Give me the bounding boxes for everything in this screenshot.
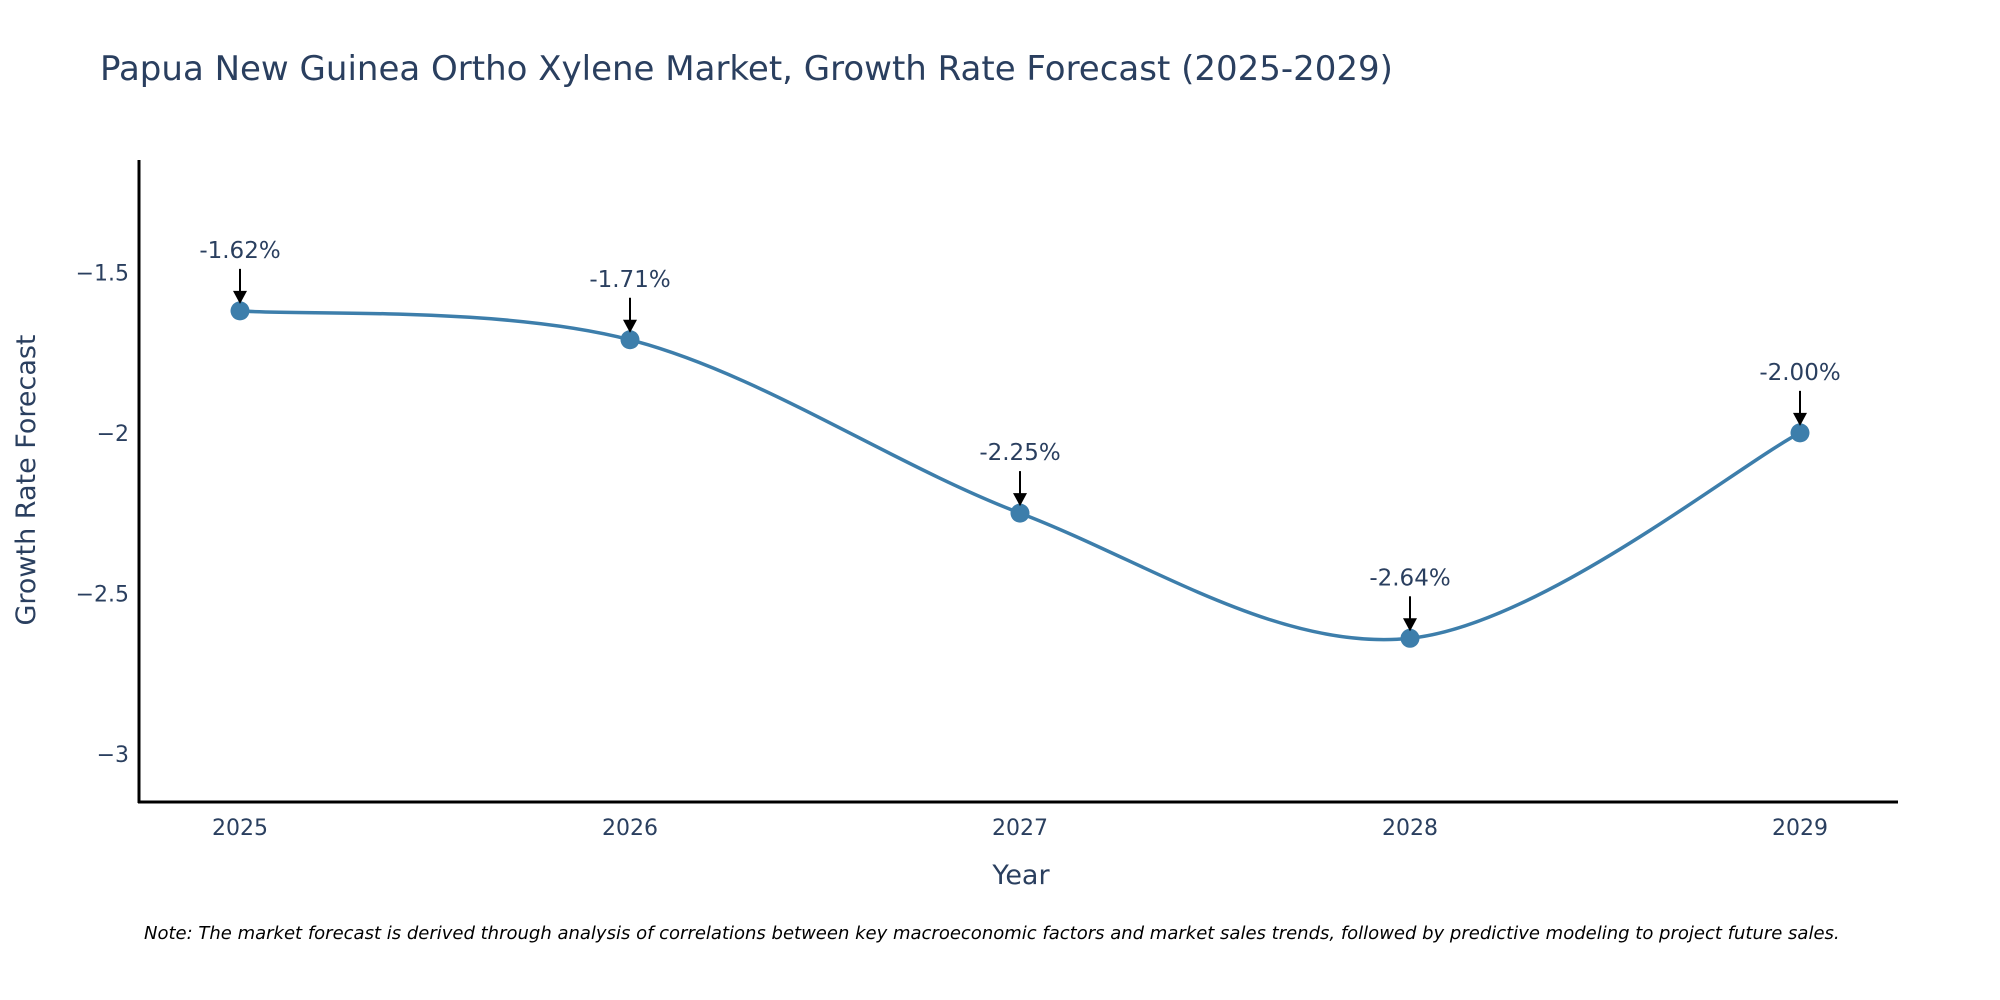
annotation-arrowhead bbox=[1013, 493, 1027, 507]
data-point bbox=[1400, 628, 1420, 648]
x-tick-label: 2025 bbox=[212, 816, 268, 841]
data-label: -2.25% bbox=[979, 440, 1060, 466]
data-label: -2.00% bbox=[1759, 360, 1840, 386]
data-points bbox=[230, 301, 1810, 648]
data-point bbox=[620, 330, 640, 350]
annotation-arrowhead bbox=[1403, 618, 1417, 632]
y-tick-label: −2.5 bbox=[76, 582, 129, 607]
y-tick-label: −1.5 bbox=[76, 261, 129, 286]
x-axis-title: Year bbox=[991, 860, 1050, 891]
annotation-arrowhead bbox=[1793, 412, 1807, 426]
y-tick-label: −2 bbox=[97, 422, 129, 447]
annotation-arrowhead bbox=[233, 290, 247, 304]
x-tick-label: 2028 bbox=[1382, 816, 1438, 841]
data-label: -2.64% bbox=[1369, 565, 1450, 591]
y-axis-title: Growth Rate Forecast bbox=[11, 334, 42, 625]
data-point bbox=[230, 301, 250, 321]
data-label: -1.62% bbox=[199, 238, 280, 264]
x-tick-label: 2027 bbox=[992, 816, 1048, 841]
chart-note: Note: The market forecast is derived thr… bbox=[144, 923, 1840, 944]
annotation-arrowhead bbox=[623, 319, 637, 333]
axes bbox=[137, 160, 1898, 804]
data-point bbox=[1790, 423, 1810, 443]
chart-title: Papua New Guinea Ortho Xylene Market, Gr… bbox=[100, 49, 1393, 89]
data-labels: -1.62% -1.71% -2.25% -2.64% -2.00% bbox=[199, 238, 1841, 632]
data-point bbox=[1010, 503, 1030, 523]
x-ticks: 2025 2026 2027 2028 2029 bbox=[212, 816, 1828, 841]
x-tick-label: 2026 bbox=[602, 816, 658, 841]
x-tick-label: 2029 bbox=[1772, 816, 1828, 841]
y-ticks: −3 −2.5 −2 −1.5 bbox=[76, 261, 129, 767]
y-tick-label: −3 bbox=[97, 743, 129, 768]
data-label: -1.71% bbox=[589, 267, 670, 293]
